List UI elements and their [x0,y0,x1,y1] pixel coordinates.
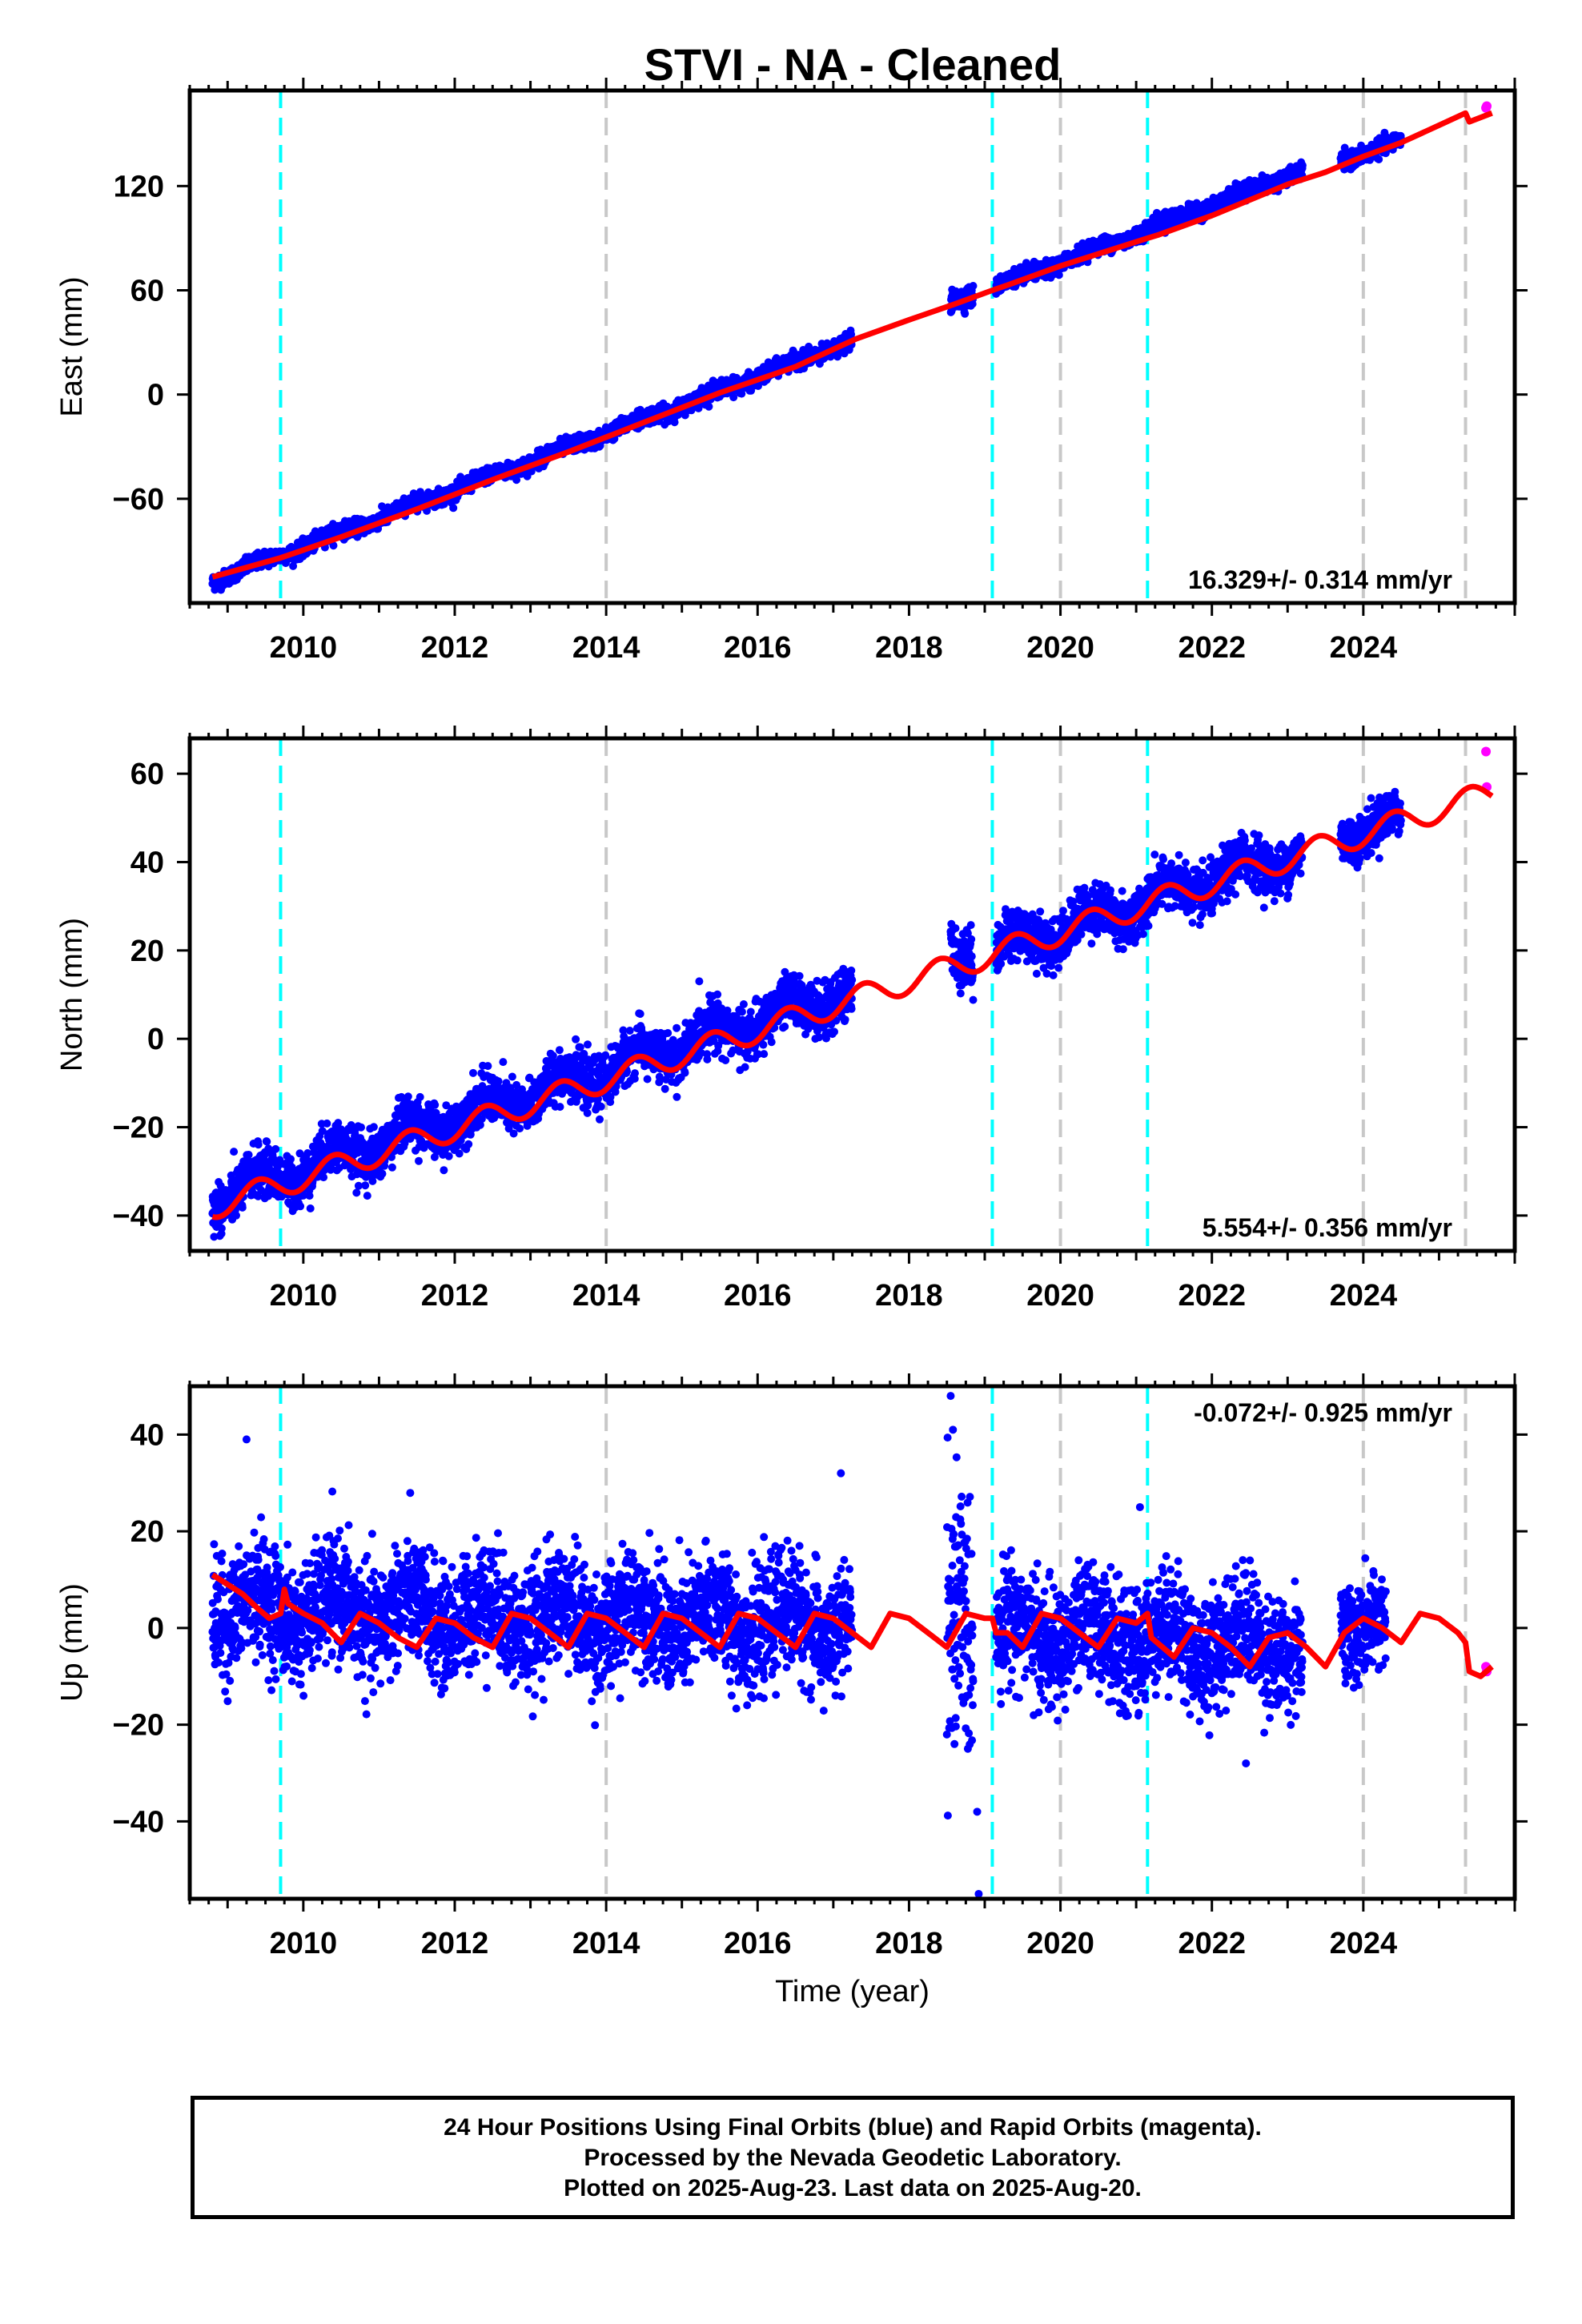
data-point [961,309,970,318]
east-panel: 2010 2012 2014 2016 2018 2020 2022 2024 −60 0 60 12… [55,78,1528,665]
data-point [238,1203,247,1212]
x-tick-label: 2018 [875,631,943,665]
x-tick-label: 2016 [724,631,792,665]
data-point [217,1224,226,1232]
y-tick-label: 120 [114,170,164,203]
data-point [271,1144,280,1153]
data-point [512,476,521,485]
y-tick-label: 60 [130,274,164,308]
data-point [737,389,746,398]
data-point [1340,143,1349,152]
data-point [254,1140,263,1149]
time-series-plots: 2010 2012 2014 2016 2018 2020 2022 2024 −60 0 60 12… [55,78,1528,2008]
data-point [1375,155,1383,163]
x-tick-label: 2014 [572,631,640,665]
x-tick-label: 2022 [1178,631,1246,665]
north-panel: 2010 2012 2014 2016 2018 2020 2022 2024−40−2002… [55,726,1528,1313]
data-point [263,1137,271,1146]
data-point [969,282,978,290]
y-tick-label: −60 [113,483,164,517]
y-tick-label: 0 [147,379,164,412]
data-point [705,402,713,411]
data-point [449,504,458,513]
data-point [694,404,703,412]
data-point [244,1151,253,1159]
data-point [729,393,738,402]
plot-area [208,738,1494,1251]
y-axis-label: East (mm) [55,276,89,416]
data-point [329,541,338,550]
x-tick-label: 2020 [1026,631,1094,665]
data-point [1298,161,1307,170]
rapid-orbit-point [1482,101,1492,111]
data-point [287,1155,295,1164]
model-fit-line [211,110,1493,580]
data-point [1054,271,1063,279]
data-point [232,1211,240,1220]
rate-label: 16.329+/- 0.314 mm/yr [1188,565,1452,594]
x-tick-label: 2012 [421,631,489,665]
data-point [230,1148,239,1156]
x-tick-label: 2024 [1330,631,1398,665]
data-point [805,342,813,351]
chart-title: STVI - NA - Cleaned [644,39,1062,90]
data-point [378,502,386,511]
x-tick-label: 2010 [270,631,338,665]
data-point [254,1192,263,1200]
plot-area [208,90,1493,603]
